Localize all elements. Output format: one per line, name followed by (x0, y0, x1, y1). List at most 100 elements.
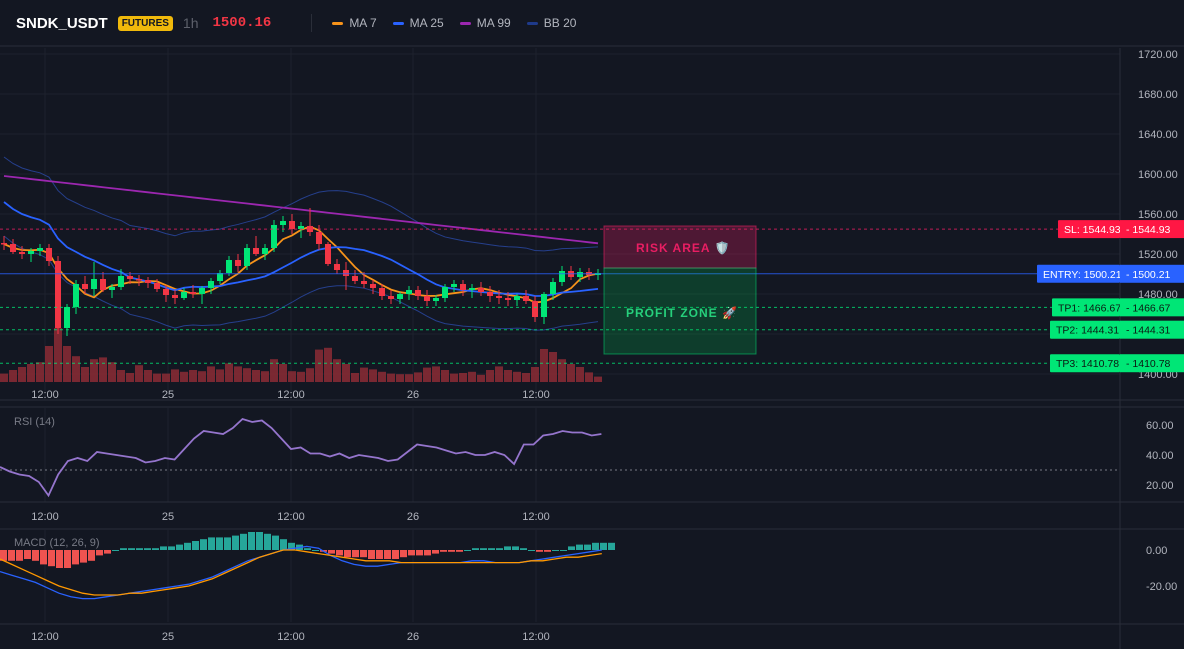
volume-bar (99, 357, 107, 382)
bb-lower[interactable] (3, 235, 599, 331)
ma99-swatch (459, 21, 471, 25)
legend-ma99[interactable]: MA 99 (459, 16, 511, 30)
candle-body[interactable] (478, 288, 484, 292)
candle-body[interactable] (28, 251, 34, 254)
candle-body[interactable] (271, 225, 277, 248)
candle-body[interactable] (433, 298, 439, 301)
candle-body[interactable] (190, 292, 196, 294)
candle-body[interactable] (244, 248, 250, 266)
candle-body[interactable] (253, 248, 259, 254)
candle-body[interactable] (163, 289, 169, 295)
candle-body[interactable] (451, 284, 457, 287)
candle-body[interactable] (82, 284, 88, 289)
candlestick-series[interactable] (1, 208, 601, 336)
macd-hist-bar (416, 550, 423, 556)
candle-body[interactable] (514, 296, 520, 300)
ma99-line[interactable] (3, 175, 599, 245)
candle-body[interactable] (118, 276, 124, 287)
candle-body[interactable] (1, 243, 7, 245)
symbol-name[interactable]: SNDK_USDT (16, 14, 108, 32)
volume-bar (450, 373, 458, 382)
sl-tag (1058, 220, 1120, 239)
candle-body[interactable] (469, 288, 475, 290)
price-tick: 1640.00 (1138, 129, 1178, 141)
volume-bar (585, 372, 593, 382)
candle-body[interactable] (307, 226, 313, 232)
candle-body[interactable] (379, 288, 385, 296)
candle-body[interactable] (235, 260, 241, 266)
candle-body[interactable] (181, 292, 187, 298)
candle-body[interactable] (298, 226, 304, 229)
candle-body[interactable] (496, 296, 502, 298)
candle-body[interactable] (361, 281, 367, 284)
candle-body[interactable] (145, 280, 151, 283)
candle-body[interactable] (352, 276, 358, 281)
macd-hist-bar (136, 548, 143, 550)
macd-hist-bar (280, 539, 287, 550)
candle-body[interactable] (46, 248, 52, 261)
candle-body[interactable] (424, 296, 430, 301)
candle-body[interactable] (37, 248, 43, 251)
legend-ma25[interactable]: MA 25 (392, 16, 444, 30)
candle-body[interactable] (523, 296, 529, 301)
macd-hist-bar (368, 550, 375, 559)
candle-body[interactable] (55, 261, 61, 328)
candle-body[interactable] (280, 221, 286, 225)
profit-zone-box[interactable] (603, 267, 757, 355)
level-tags: SL: 1544.93 - 1544.93 ENTRY: 1500.21 - 1500… (1037, 220, 1184, 373)
candle-body[interactable] (208, 281, 214, 288)
candle-body[interactable] (334, 264, 340, 270)
candle-body[interactable] (541, 294, 547, 317)
candle-body[interactable] (370, 284, 376, 288)
candle-body[interactable] (343, 270, 349, 276)
candle-body[interactable] (397, 294, 403, 299)
macd-hist-bar (488, 548, 495, 550)
candle-body[interactable] (505, 298, 511, 300)
macd-hist-bar (272, 535, 279, 550)
macd-pane[interactable]: MACD (12, 26, 9) 0.00 -20.00 (0, 532, 1177, 600)
candle-body[interactable] (388, 296, 394, 299)
rsi-pane[interactable]: RSI (14) 60.00 40.00 20.00 (0, 416, 1174, 498)
rsi-line[interactable] (0, 417, 602, 498)
candle-body[interactable] (127, 276, 133, 279)
candle-body[interactable] (577, 272, 583, 277)
candle-body[interactable] (316, 232, 322, 244)
price-axis[interactable]: 1720.00 1680.00 1640.00 1600.00 1560.00 1520.… (1138, 49, 1178, 381)
candle-body[interactable] (91, 279, 97, 289)
candle-body[interactable] (460, 284, 466, 290)
entry-axis-tag (1120, 264, 1184, 283)
bb-upper[interactable] (3, 156, 599, 252)
candle-body[interactable] (226, 260, 232, 273)
macd-hist-bar (384, 550, 391, 559)
time-tick: 26 (407, 511, 419, 523)
candle-body[interactable] (289, 221, 295, 229)
timeframe-label[interactable]: 1h (182, 15, 199, 31)
candle-body[interactable] (199, 288, 205, 294)
candle-body[interactable] (262, 248, 268, 254)
candle-body[interactable] (64, 307, 70, 328)
candle-body[interactable] (136, 279, 142, 281)
candle-body[interactable] (19, 252, 25, 254)
candle-body[interactable] (172, 295, 178, 298)
candle-body[interactable] (442, 287, 448, 298)
candle-body[interactable] (550, 282, 556, 294)
candle-body[interactable] (154, 283, 160, 289)
candle-body[interactable] (217, 273, 223, 281)
macd-signal-line[interactable] (0, 549, 602, 596)
legend-bb20[interactable]: BB 20 (526, 16, 576, 30)
candle-body[interactable] (10, 244, 16, 252)
volume-bar (423, 367, 431, 382)
candle-body[interactable] (487, 292, 493, 296)
candle-body[interactable] (559, 271, 565, 282)
candle-body[interactable] (109, 287, 115, 290)
candle-body[interactable] (100, 279, 106, 290)
candle-body[interactable] (406, 290, 412, 294)
macd-hist-bar (360, 550, 367, 558)
legend-ma7[interactable]: MA 7 (332, 16, 377, 30)
risk-area-box[interactable] (603, 225, 757, 269)
candle-body[interactable] (73, 284, 79, 307)
candle-body[interactable] (325, 244, 331, 264)
candle-body[interactable] (415, 290, 421, 296)
candle-body[interactable] (532, 301, 538, 317)
